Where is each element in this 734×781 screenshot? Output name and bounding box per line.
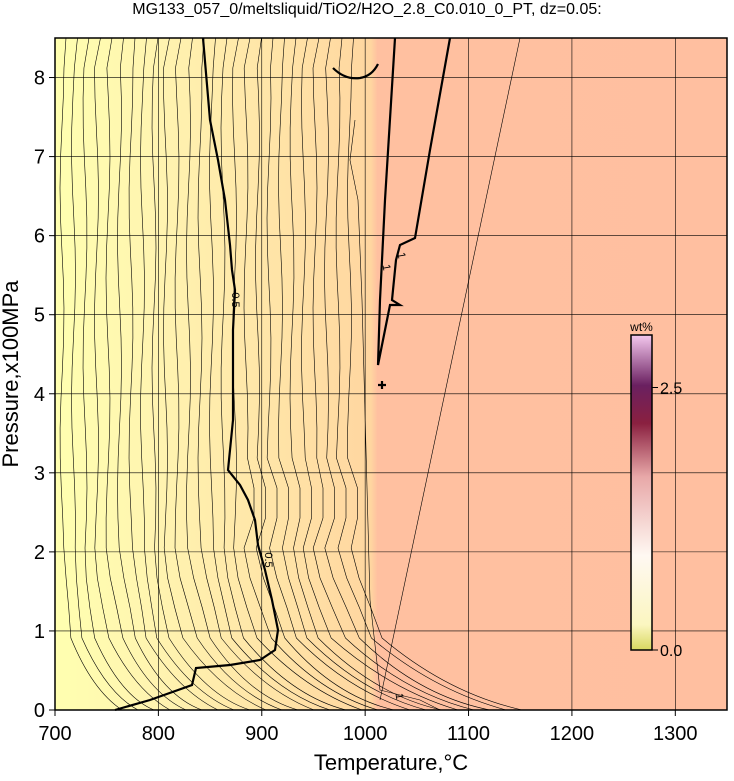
contour-line <box>140 37 235 711</box>
x-tick-label: 1200 <box>550 723 595 745</box>
contour-line <box>266 37 411 711</box>
y-tick-label: 5 <box>34 305 45 327</box>
contour-lines <box>59 37 523 711</box>
contour-line <box>335 37 507 711</box>
contour-line <box>324 37 491 711</box>
y-tick-label: 8 <box>34 68 45 90</box>
contour-line <box>163 37 267 711</box>
contour-line <box>232 37 363 711</box>
contour-line <box>174 37 283 711</box>
contour-0-5 <box>114 37 280 712</box>
contour-line <box>243 37 379 711</box>
y-tick-label: 0 <box>34 700 45 722</box>
contour-line <box>278 37 427 711</box>
contour-label: 1 <box>380 263 393 271</box>
contour-line <box>301 37 459 711</box>
y-tick-label: 2 <box>34 542 45 564</box>
contour-label: 1 <box>395 251 408 259</box>
contour-line <box>349 119 441 711</box>
x-tick-label: 1100 <box>447 723 490 745</box>
contour-line <box>209 37 331 711</box>
contour-line <box>347 37 523 711</box>
x-tick-label: 1000 <box>343 723 388 745</box>
contour-line <box>220 37 347 711</box>
contour-1 <box>332 63 379 80</box>
y-tick-label: 7 <box>34 147 45 169</box>
colorbar-tick-label: 0.0 <box>660 643 682 660</box>
plot-background <box>55 38 727 710</box>
contour-line <box>186 37 299 711</box>
plot-frame <box>54 37 728 711</box>
colorbar <box>630 334 653 651</box>
x-tick-label: 1300 <box>653 723 698 745</box>
contour-line <box>255 37 395 711</box>
contour-line <box>197 37 315 711</box>
contour-line <box>312 37 475 711</box>
contour-line <box>105 37 187 711</box>
y-tick-label: 4 <box>34 384 45 406</box>
chart-title: MG133_057_0/meltsliquid/TiO2/H2O_2.8_C0.… <box>132 1 601 18</box>
y-tick-label: 1 <box>34 621 45 643</box>
y-axis-label: Pressure,x100MPa <box>0 280 23 468</box>
contour-line <box>82 37 155 711</box>
colorbar-tick-label: 2.5 <box>660 381 682 398</box>
contour-label: 0.5 <box>229 292 241 307</box>
contour-label: 1 <box>393 692 406 700</box>
contour-1 <box>378 381 386 389</box>
colorbar-label: wt% <box>629 320 653 334</box>
contour-1 <box>376 37 452 366</box>
x-axis-label: Temperature,°C <box>314 750 468 775</box>
contour-line <box>59 37 123 711</box>
contour-line <box>94 37 171 711</box>
contour-line <box>379 37 521 701</box>
y-tick-label: 3 <box>34 463 45 485</box>
y-tick-label: 6 <box>34 226 45 248</box>
contour-line <box>71 37 139 711</box>
x-tick-label: 700 <box>38 723 71 745</box>
contour-label: 0.5 <box>262 552 274 567</box>
x-tick-label: 900 <box>245 723 278 745</box>
x-tick-label: 800 <box>142 723 175 745</box>
contour-line <box>151 37 251 711</box>
